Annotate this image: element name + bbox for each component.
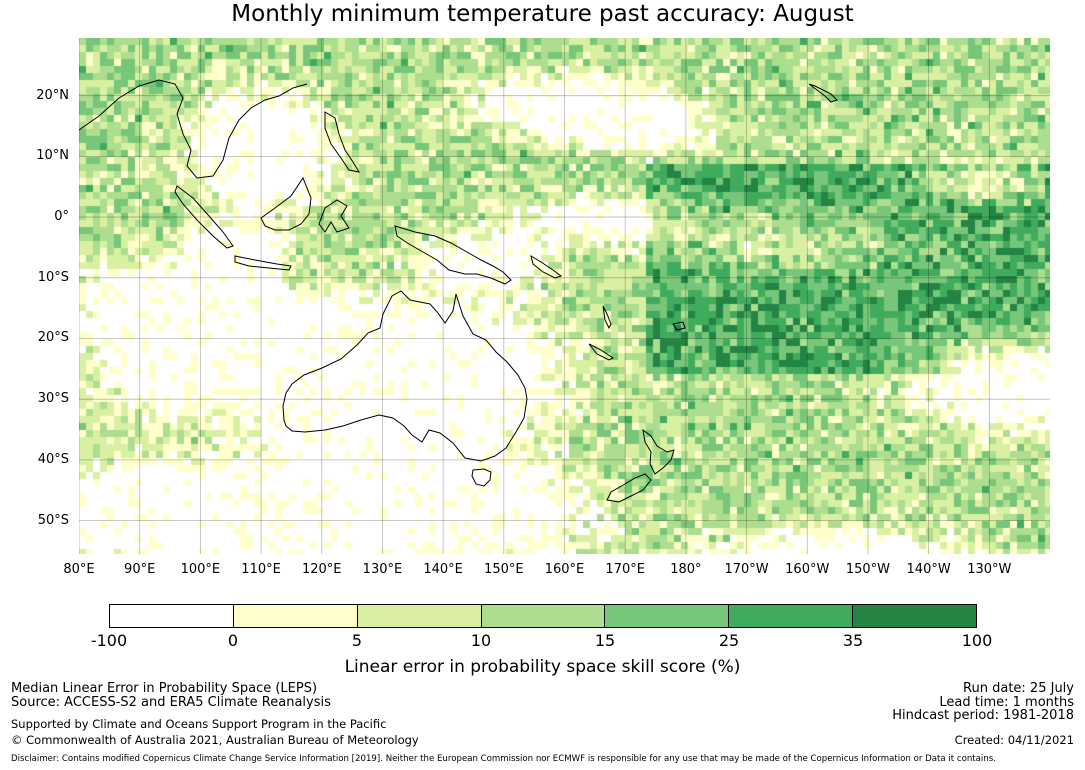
footer-source: Source: ACCESS-S2 and ERA5 Climate Reana… xyxy=(11,695,331,710)
lat-tick-label: 10°S xyxy=(37,269,69,285)
tasmania-coastline xyxy=(471,468,492,487)
lon-tick-label: 80°E xyxy=(63,562,95,577)
coastlines xyxy=(79,79,838,503)
lon-tick-label: 130°W xyxy=(967,562,1012,577)
colorbar-segment xyxy=(729,605,854,627)
colorbar-tick-label: 10 xyxy=(470,631,492,650)
lat-tick-label: 10°N xyxy=(36,148,69,164)
lon-tick-label: 150°E xyxy=(484,562,524,577)
colorbar-segment xyxy=(233,605,358,627)
lon-tick-label: 110°E xyxy=(241,562,281,577)
lon-tick-label: 140°E xyxy=(423,562,463,577)
footer-run-date: Run date: 25 July xyxy=(963,681,1074,696)
lon-tick-label: 170°E xyxy=(605,562,645,577)
borneo-coastline xyxy=(260,176,312,231)
skill-score-map xyxy=(79,38,1050,554)
sumatra-coastline xyxy=(174,185,234,249)
lon-tick-label: 100°E xyxy=(180,562,221,577)
lon-tick-label: 180° xyxy=(670,562,702,577)
footer-created-date: Created: 04/11/2021 xyxy=(954,733,1074,747)
footer-hindcast-period: Hindcast period: 1981-2018 xyxy=(892,708,1074,723)
skill-score-raster xyxy=(79,38,1050,554)
colorbar-segment xyxy=(481,605,606,627)
colorbar-segment xyxy=(853,605,977,627)
colorbar-segment xyxy=(110,605,234,627)
nz-north-island xyxy=(642,428,675,475)
java-coastline xyxy=(234,255,292,271)
footer-disclaimer: Disclaimer: Contains modified Copernicus… xyxy=(11,754,996,764)
colorbar xyxy=(109,604,977,628)
lon-tick-label: 160°E xyxy=(544,562,585,577)
colorbar-tick-label: -100 xyxy=(90,631,128,650)
map-overlay xyxy=(79,38,1050,554)
lon-tick-label: 130°E xyxy=(362,562,403,577)
new-caledonia xyxy=(588,343,614,361)
colorbar-tick-label: 35 xyxy=(842,631,864,650)
australia-coastline xyxy=(282,290,528,462)
mainland-asia-coastline xyxy=(79,79,308,179)
colorbar-tick-label: 15 xyxy=(594,631,616,650)
lat-tick-label: 0° xyxy=(54,209,69,225)
philippines-coastline xyxy=(324,111,361,173)
lon-tick-label: 170°W xyxy=(724,562,769,577)
lon-tick-label: 150°W xyxy=(845,562,891,577)
lat-tick-label: 30°S xyxy=(37,391,69,407)
lat-tick-label: 20°S xyxy=(37,330,69,346)
footer-copyright: © Commonwealth of Australia 2021, Austra… xyxy=(11,733,419,747)
fiji-islands xyxy=(672,321,686,331)
lon-tick-label: 140°W xyxy=(906,562,951,577)
hawaii-islands xyxy=(808,83,838,103)
colorbar-tick-label: 100 xyxy=(961,631,993,650)
footer-method: Median Linear Error in Probability Space… xyxy=(11,681,318,696)
new-guinea-coastline xyxy=(394,225,512,285)
sulawesi-coastline xyxy=(318,199,350,233)
map-title: Monthly minimum temperature past accurac… xyxy=(231,1,854,27)
colorbar-tick-label: 0 xyxy=(227,631,239,650)
colorbar-tick-label: 5 xyxy=(351,631,363,650)
vanuatu-islands xyxy=(602,305,612,330)
lat-tick-label: 20°N xyxy=(36,87,69,103)
lat-tick-label: 40°S xyxy=(37,451,69,467)
nz-south-island xyxy=(606,473,652,503)
colorbar-label: Linear error in probability space skill … xyxy=(344,657,741,677)
lon-tick-label: 160°W xyxy=(785,562,830,577)
colorbar-segment xyxy=(605,605,730,627)
lon-tick-label: 90°E xyxy=(124,562,156,577)
solomon-islands xyxy=(530,254,563,279)
footer-support: Supported by Climate and Oceans Support … xyxy=(11,717,387,731)
colorbar-tick-label: 25 xyxy=(718,631,740,650)
lon-tick-label: 120°E xyxy=(301,562,342,577)
lat-tick-label: 50°S xyxy=(37,512,69,528)
footer-lead-time: Lead time: 1 months xyxy=(939,695,1074,710)
colorbar-segment xyxy=(357,605,482,627)
map-gridlines xyxy=(79,38,1050,554)
